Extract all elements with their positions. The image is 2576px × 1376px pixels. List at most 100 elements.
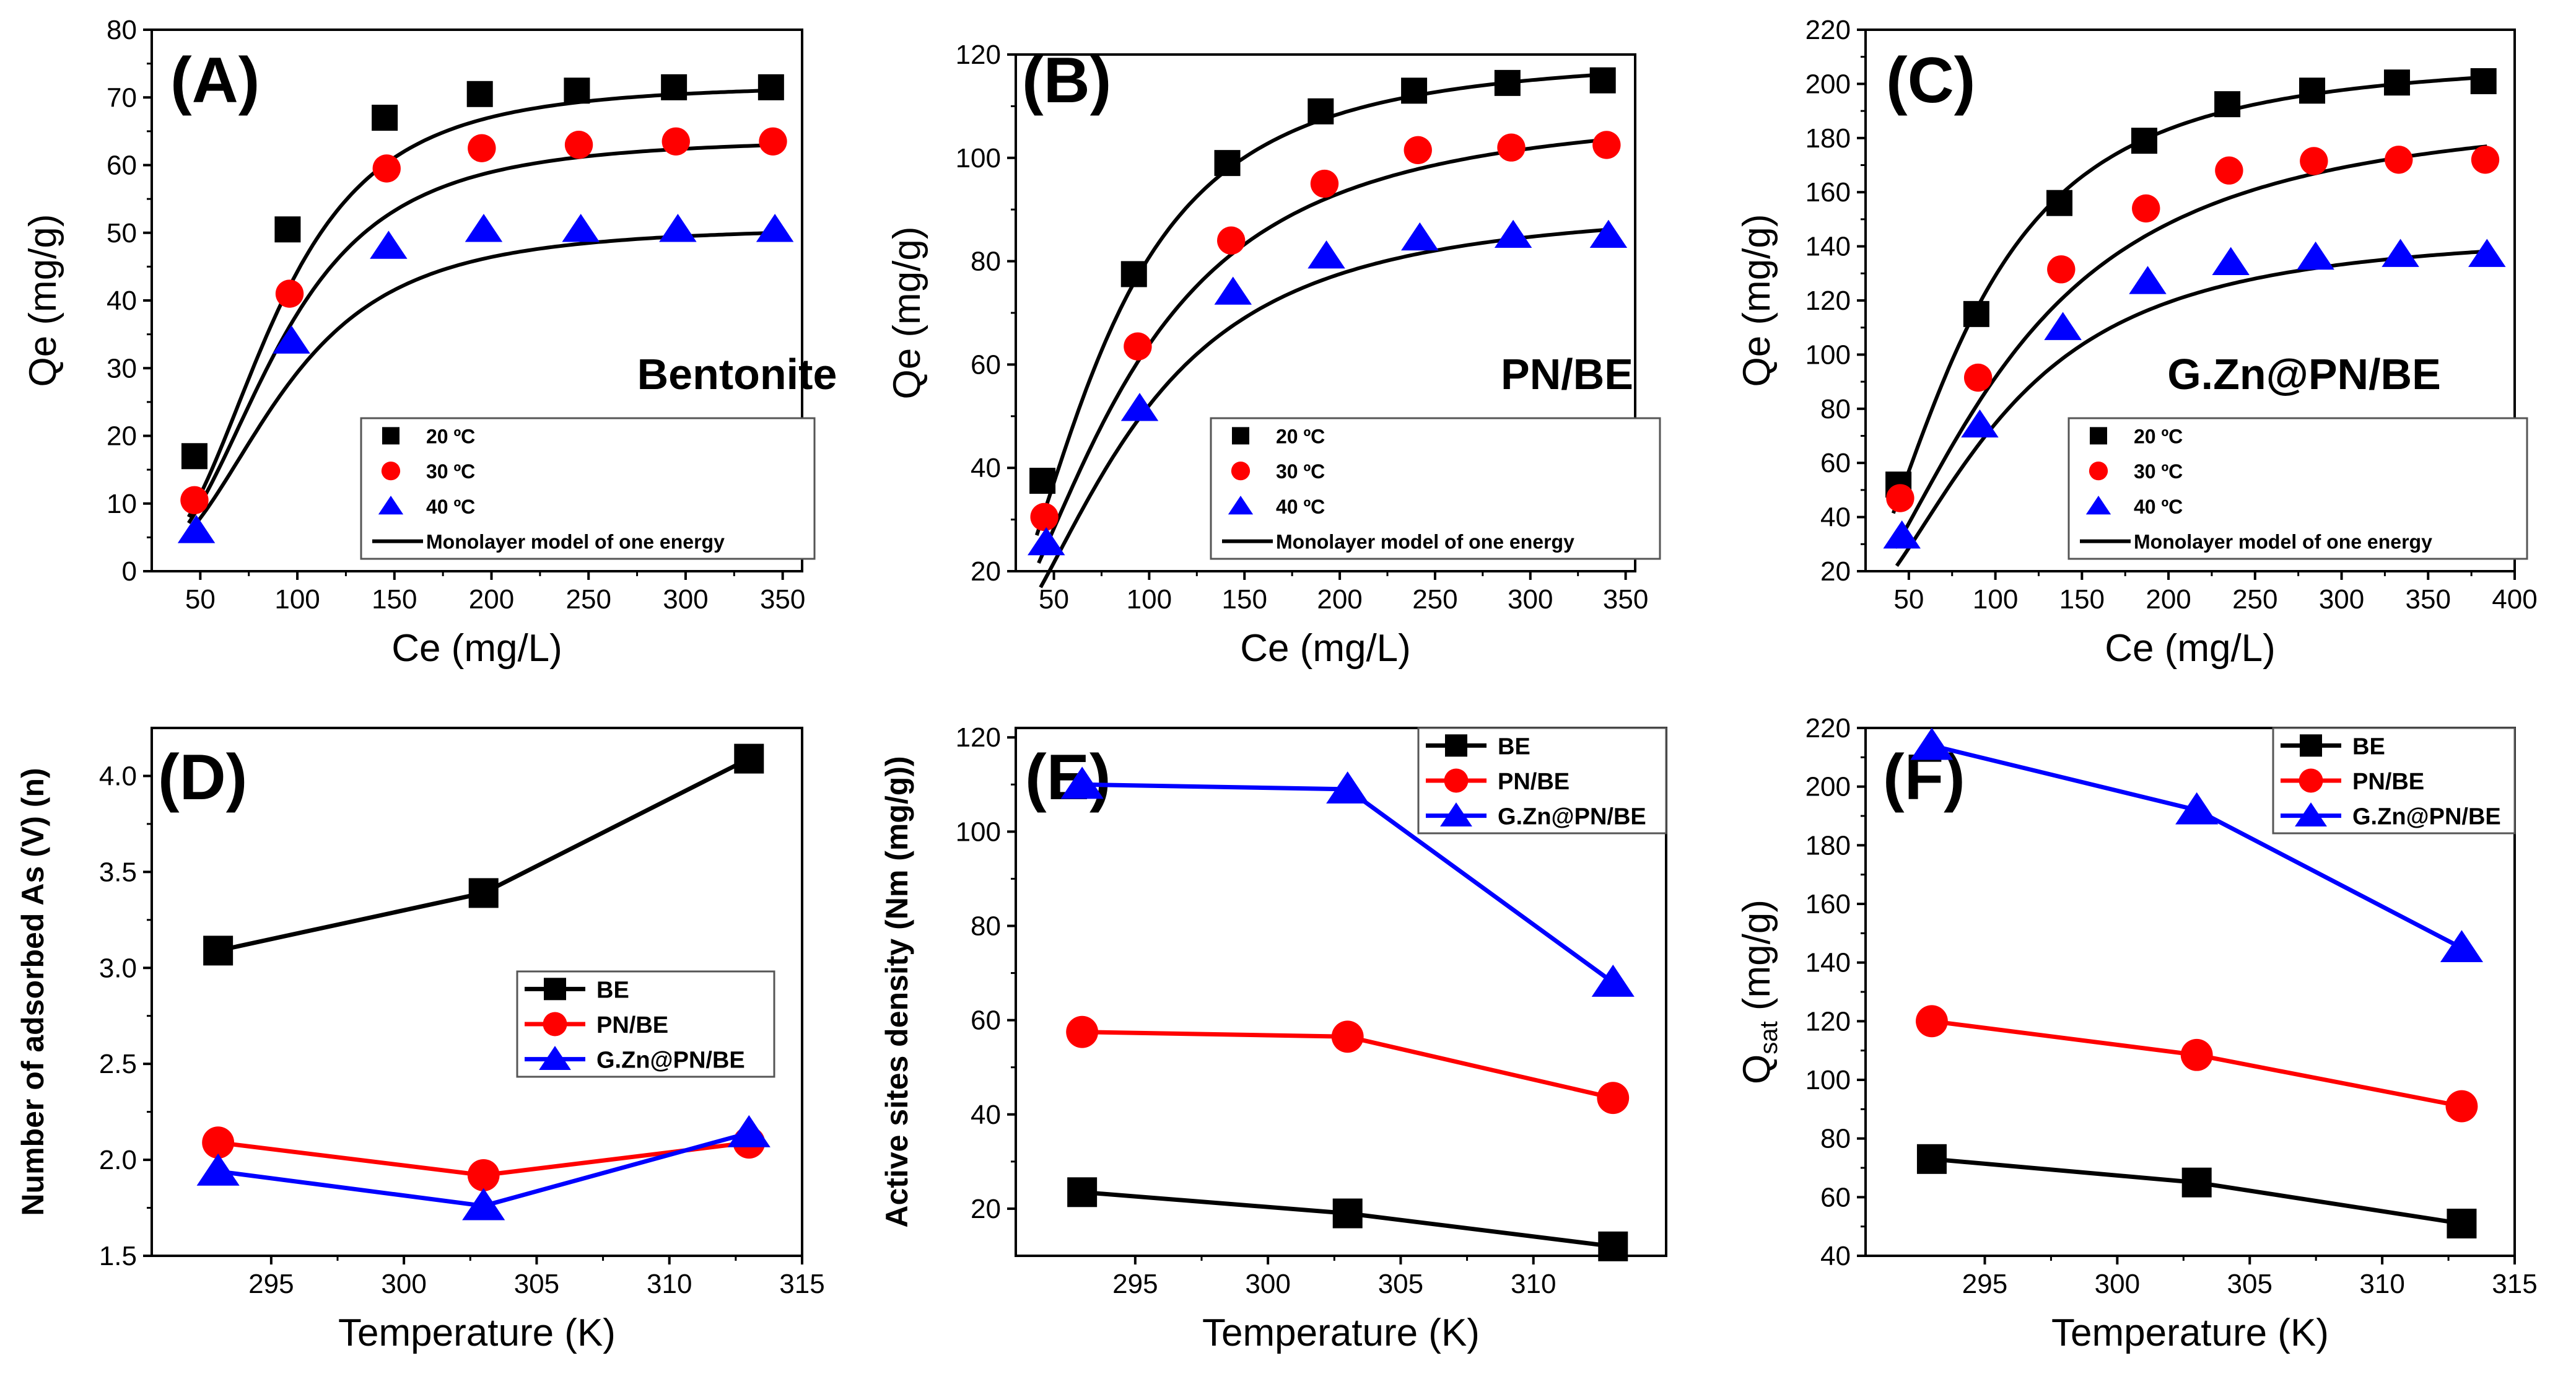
- data-point: [1030, 502, 1059, 532]
- x-tick-label: 150: [372, 584, 417, 615]
- data-point: [758, 74, 784, 100]
- legend-label: Monolayer model of one energy: [426, 531, 725, 553]
- y-tick-label: 60: [971, 1006, 1001, 1036]
- x-tick-label: 100: [1973, 584, 2018, 615]
- data-point: [2299, 77, 2326, 104]
- data-point: [564, 131, 593, 159]
- plot-frame: [151, 727, 803, 1257]
- y-tick-label: 30: [107, 353, 137, 383]
- data-point: [1404, 136, 1432, 164]
- data-point: [1494, 219, 1532, 248]
- data-point: [2215, 156, 2243, 185]
- y-tick-label: 220: [1805, 713, 1851, 743]
- x-tick-label: 200: [1317, 584, 1362, 615]
- data-point: [466, 81, 493, 107]
- legend-marker: [543, 1012, 567, 1036]
- data-point: [659, 214, 697, 242]
- series-circle: [1916, 1005, 2478, 1123]
- legend-label: 40 ºC: [1276, 496, 1325, 518]
- y-tick-label: 70: [107, 82, 137, 113]
- legend-marker: [2300, 734, 2322, 757]
- panel-a: 50 100 150 200 250 300 350 0 10 20 30 40 50 60 70 80 Ce …: [22, 15, 837, 670]
- x-axis-title: Ce (mg/L): [2105, 627, 2276, 670]
- data-point: [734, 743, 764, 774]
- data-point: [1214, 150, 1241, 177]
- data-point: [465, 214, 503, 242]
- y-tick-label: 220: [1805, 15, 1851, 45]
- x-tick-label: 315: [779, 1269, 824, 1299]
- data-point: [2471, 146, 2500, 174]
- series-square: [1916, 1144, 2477, 1238]
- legend-marker: [381, 462, 401, 481]
- legend-marker: [539, 1046, 571, 1070]
- panel-b: 50 100 150 200 250 300 350 20 40 60 80 100 120 Ce (mg…: [886, 40, 1661, 670]
- y-tick-label: 40: [971, 453, 1001, 483]
- y-tick-label: 80: [107, 15, 137, 45]
- legend: 20 ºC 30 ºC 40 ºC Monolayer model of one en…: [1210, 417, 1661, 560]
- data-point: [727, 1115, 771, 1147]
- data-point: [1060, 766, 1104, 799]
- data-point: [756, 214, 794, 242]
- x-tick-label: 350: [2406, 584, 2451, 615]
- x-tick-label: 310: [647, 1269, 692, 1299]
- y-tick-label: 20: [1820, 556, 1851, 587]
- y-tick-label: 180: [1805, 123, 1851, 154]
- legend-marker: [1444, 768, 1469, 793]
- x-tick-label: 295: [248, 1269, 294, 1299]
- legend-label: 20 ºC: [1276, 425, 1325, 447]
- data-point: [2383, 69, 2410, 96]
- y-tick-label: 3.0: [99, 953, 137, 983]
- data-point: [203, 936, 234, 966]
- x-tick-label: 300: [663, 584, 708, 615]
- y-tick-label: 140: [1805, 948, 1851, 978]
- data-point: [1217, 226, 1246, 255]
- y-tick-label: 180: [1805, 830, 1851, 861]
- data-point: [2382, 239, 2419, 267]
- legend: BE PN/BE G.Zn@PN/BE: [2272, 727, 2516, 835]
- data-point: [2181, 1167, 2212, 1198]
- legend-label: 30 ºC: [1276, 460, 1325, 483]
- panel-label: (C): [1886, 45, 1975, 116]
- legend-label: Monolayer model of one energy: [2134, 531, 2432, 553]
- x-tick-label: 310: [1511, 1269, 1556, 1299]
- panel-label: (A): [170, 45, 260, 116]
- y-tick-label: 10: [107, 489, 137, 519]
- data-point: [2131, 128, 2157, 154]
- series-triangle: [1910, 727, 2484, 963]
- data-point: [1886, 484, 1915, 512]
- x-tick-label: 305: [514, 1269, 559, 1299]
- data-point: [1494, 69, 1521, 96]
- x-tick-label: 305: [1378, 1269, 1423, 1299]
- series-circle: [180, 127, 787, 514]
- data-point: [1067, 1177, 1098, 1207]
- x-tick-label: 295: [1112, 1269, 1158, 1299]
- data-point: [1066, 1015, 1099, 1048]
- y-axis-title: Qe (mg/g): [1736, 214, 1778, 387]
- y-axis-title: Qsat (mg/g): [1736, 900, 1783, 1084]
- data-point: [1916, 1144, 1947, 1174]
- y-tick-label: 80: [1820, 1124, 1851, 1154]
- legend-label: 40 ºC: [2134, 496, 2183, 518]
- data-point: [564, 77, 590, 104]
- legend: 20 ºC 30 ºC 40 ºC Monolayer model of one en…: [360, 417, 816, 560]
- x-tick-label: 350: [1603, 584, 1648, 615]
- x-tick-label: 310: [2359, 1269, 2404, 1299]
- y-tick-label: 20: [971, 556, 1001, 587]
- y-tick-label: 60: [1820, 1182, 1851, 1212]
- y-tick-label: 60: [971, 349, 1001, 380]
- data-point: [2297, 241, 2334, 270]
- data-point: [462, 1188, 505, 1220]
- legend-marker: [2295, 802, 2327, 826]
- data-point: [1120, 261, 1147, 287]
- data-point: [274, 216, 301, 243]
- data-point: [1331, 1020, 1364, 1053]
- y-tick-label: 160: [1805, 889, 1851, 919]
- legend-label: 30 ºC: [2134, 460, 2183, 483]
- data-point: [1592, 131, 1621, 159]
- legend-label: 40 ºC: [426, 496, 475, 518]
- series-circle: [1030, 131, 1621, 532]
- data-point: [2046, 190, 2073, 216]
- y-tick-label: 100: [1805, 340, 1851, 370]
- panel-label: (D): [158, 742, 247, 813]
- legend-marker: [544, 978, 566, 1001]
